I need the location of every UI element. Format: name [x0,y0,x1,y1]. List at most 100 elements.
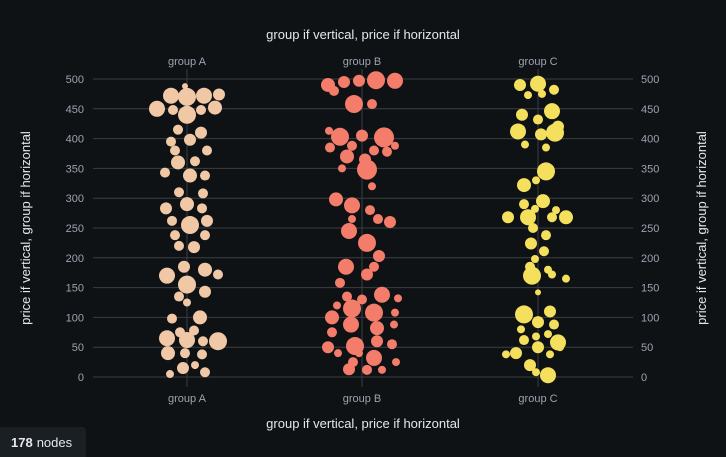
node-point[interactable] [198,262,212,277]
node-point[interactable] [334,349,342,358]
node-point[interactable] [368,182,376,191]
node-point[interactable] [331,127,349,146]
node-point[interactable] [502,211,514,224]
node-point[interactable] [562,274,570,283]
node-point[interactable] [343,299,361,318]
node-point[interactable] [548,270,556,279]
node-point[interactable] [338,75,350,88]
node-point[interactable] [168,104,178,115]
node-point[interactable] [519,199,529,210]
node-point[interactable] [358,233,376,252]
node-point[interactable] [181,216,199,235]
node-point[interactable] [177,362,189,375]
node-point[interactable] [170,230,180,241]
node-point[interactable] [343,363,355,376]
node-point[interactable] [520,209,536,226]
node-point[interactable] [213,88,225,101]
node-point[interactable] [517,325,525,334]
node-point[interactable] [515,305,533,324]
node-point[interactable] [180,197,194,212]
node-point[interactable] [394,294,402,303]
node-point[interactable] [355,349,363,358]
node-point[interactable] [180,348,190,359]
node-point[interactable] [171,155,185,170]
node-point[interactable] [208,100,222,115]
node-point[interactable] [342,291,352,302]
node-point[interactable] [196,104,206,115]
node-point[interactable] [540,367,556,384]
node-point[interactable] [196,87,212,104]
node-point[interactable] [538,89,546,98]
node-point[interactable] [532,316,544,329]
node-point[interactable] [327,327,337,338]
node-point[interactable] [516,108,528,121]
node-point[interactable] [357,294,367,305]
node-point[interactable] [161,346,175,361]
node-point[interactable] [160,202,172,215]
node-point[interactable] [174,291,184,302]
node-point[interactable] [167,215,177,226]
node-point[interactable] [159,330,175,347]
node-point[interactable] [183,168,197,183]
node-point[interactable] [329,192,343,207]
node-point[interactable] [502,350,510,359]
node-point[interactable] [519,335,529,346]
node-point[interactable] [333,301,341,310]
node-point[interactable] [369,261,379,272]
node-point[interactable] [174,187,184,198]
node-point[interactable] [347,140,357,151]
node-point[interactable] [179,332,195,349]
node-point[interactable] [524,91,532,100]
node-point[interactable] [178,275,196,294]
node-point[interactable] [200,170,210,181]
node-point[interactable] [361,268,373,281]
node-point[interactable] [362,364,372,375]
node-point[interactable] [544,330,552,339]
node-point[interactable] [149,100,165,117]
node-point[interactable] [549,319,559,330]
node-point[interactable] [174,240,184,251]
node-point[interactable] [532,341,544,354]
node-point[interactable] [188,241,200,254]
node-point[interactable] [537,162,555,181]
node-point[interactable] [541,230,551,241]
node-point[interactable] [535,128,547,141]
node-point[interactable] [357,159,377,180]
node-point[interactable] [344,197,360,214]
node-point[interactable] [514,78,526,91]
node-point[interactable] [365,303,383,322]
node-point[interactable] [532,332,540,341]
node-point[interactable] [552,206,560,215]
node-point[interactable] [391,141,399,150]
node-point[interactable] [190,156,200,167]
node-point[interactable] [366,349,382,366]
node-point[interactable] [343,316,359,333]
node-point[interactable] [178,105,196,124]
node-point[interactable] [200,230,210,241]
node-point[interactable] [325,142,335,153]
node-point[interactable] [200,367,210,378]
node-point[interactable] [525,237,537,250]
node-point[interactable] [160,167,170,178]
node-point[interactable] [338,258,354,275]
node-point[interactable] [367,99,377,110]
node-point[interactable] [166,136,176,147]
node-point[interactable] [197,203,207,214]
node-point[interactable] [374,286,390,303]
node-point[interactable] [167,313,177,324]
node-point[interactable] [559,210,573,225]
node-point[interactable] [517,178,531,193]
node-point[interactable] [182,83,188,90]
node-point[interactable] [535,289,541,296]
node-point[interactable] [544,103,560,120]
node-point[interactable] [365,205,375,216]
node-point[interactable] [199,285,211,298]
node-point[interactable] [178,260,190,273]
node-point[interactable] [191,361,199,370]
node-point[interactable] [510,347,522,360]
node-point[interactable] [544,305,556,318]
node-point[interactable] [201,214,213,227]
node-point[interactable] [523,266,541,285]
node-point[interactable] [384,216,396,229]
node-point[interactable] [387,339,397,350]
